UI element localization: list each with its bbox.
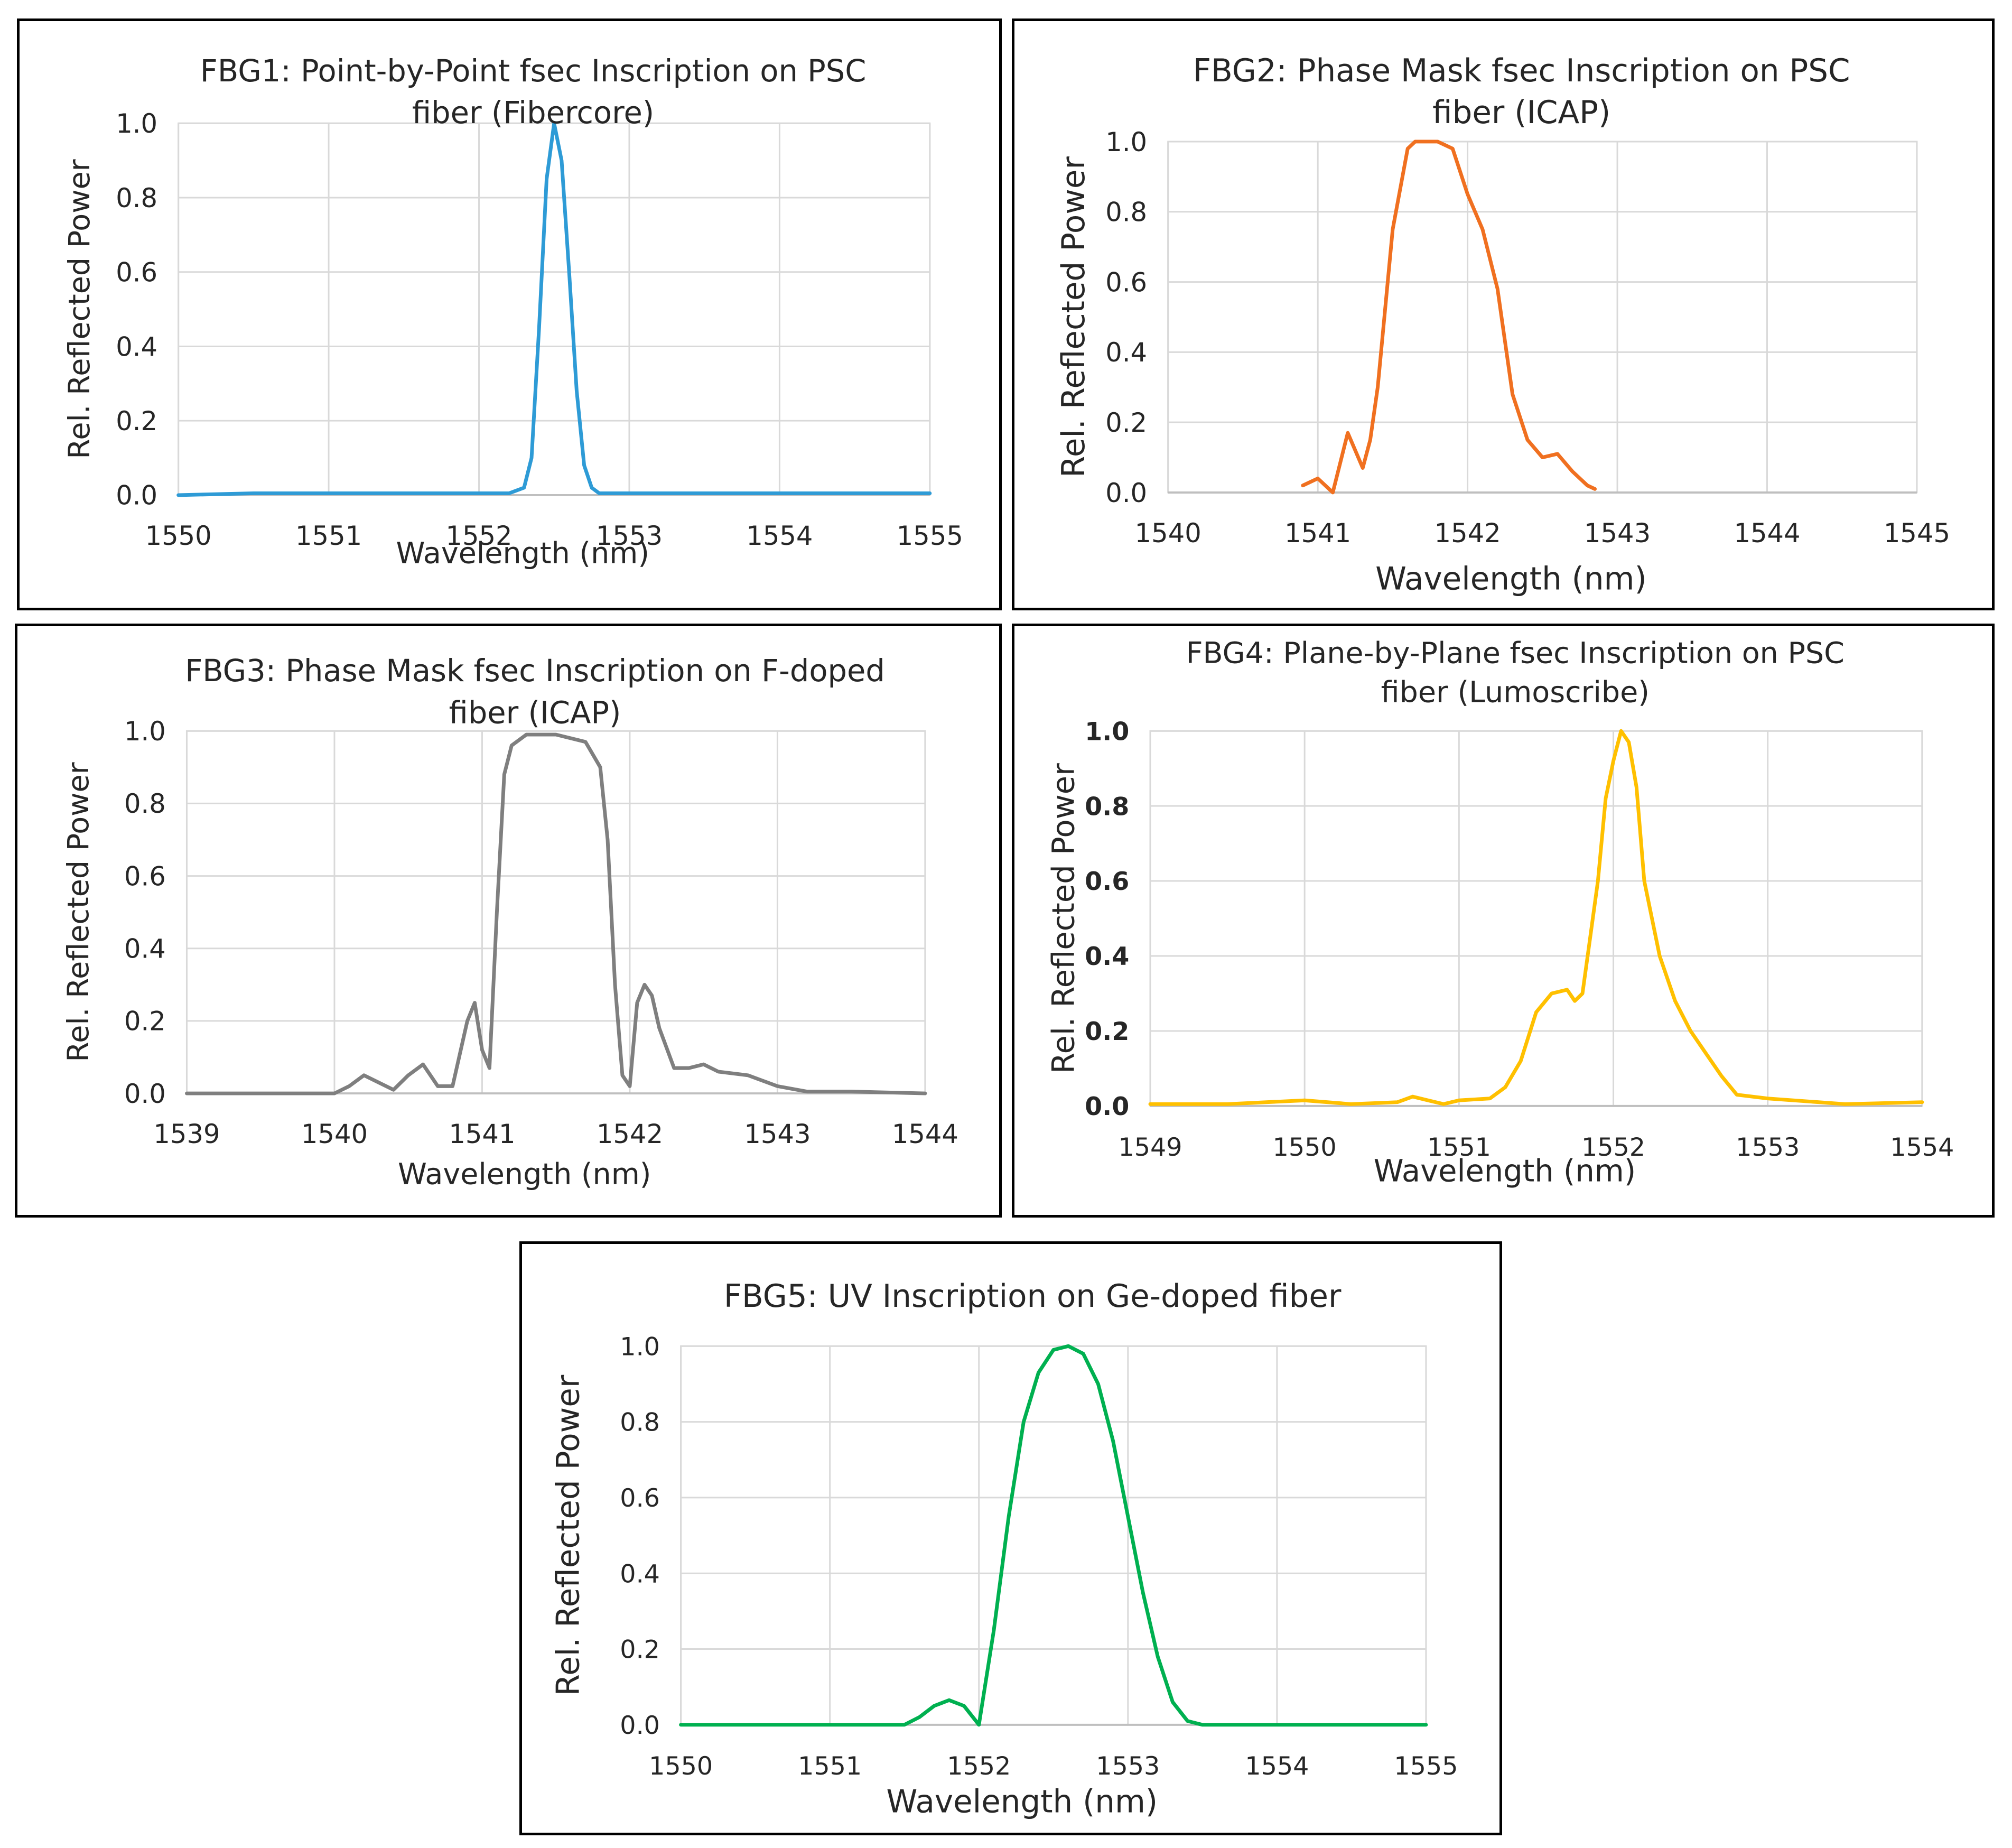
chart-title: FBG3: Phase Mask fsec Inscription on F-d…	[185, 653, 885, 689]
chart-title: fiber (ICAP)	[1432, 95, 1610, 131]
y-tick-label: 1.0	[1105, 127, 1147, 157]
x-tick-label: 1551	[295, 521, 362, 551]
x-tick-label: 1554	[1890, 1133, 1954, 1162]
chart-title: fiber (Fibercore)	[412, 95, 654, 131]
y-tick-label: 0.4	[1085, 942, 1129, 971]
x-tick-label: 1540	[301, 1119, 368, 1149]
x-tick-label: 1545	[1884, 518, 1950, 549]
y-axis-label: Rel. Reflected Power	[62, 159, 97, 459]
x-tick-label: 1552	[445, 521, 512, 551]
chart-fbg2: 0.0 0.2 0.4 0.6 0.8 1.0 1540 1541 1542 1543 1544 15…	[1056, 53, 1950, 597]
chart-title: fiber (ICAP)	[449, 695, 621, 730]
x-tick-label: 1550	[1273, 1133, 1337, 1162]
chart-title: FBG4: Plane-by-Plane fsec Inscription on…	[1186, 636, 1845, 670]
x-tick-label: 1554	[1245, 1752, 1309, 1781]
y-tick-label: 0.6	[1085, 867, 1129, 896]
y-axis-label: Rel. Reflected Power	[550, 1375, 586, 1696]
x-axis-label: Wavelength (nm)	[398, 1157, 651, 1192]
y-tick-label: 0.6	[1105, 267, 1147, 298]
chart-panel-fbg5: 0.0 0.2 0.4 0.6 0.8 1.0 1550 1551 1552 1553 1554 15…	[519, 1241, 1502, 1835]
y-tick-label: 0.4	[620, 1559, 660, 1589]
x-tick-label: 1550	[649, 1752, 713, 1781]
chart-title: FBG2: Phase Mask fsec Inscription on PSC	[1193, 53, 1850, 89]
x-tick-label: 1544	[892, 1119, 958, 1149]
y-tick-label: 0.6	[116, 257, 157, 288]
series-line-fbg5	[679, 1344, 1428, 1727]
y-tick-label: 1.0	[1085, 717, 1129, 746]
chart-fbg1: 0.0 0.2 0.4 0.6 0.8 1.0 1550 1551 1552 1553 1554 15…	[62, 53, 963, 571]
y-tick-label: 0.0	[1105, 478, 1147, 508]
chart-panel-fbg2: 0.0 0.2 0.4 0.6 0.8 1.0 1540 1541 1542 1543 1544 15…	[1012, 18, 1995, 610]
plot-area	[1149, 730, 1923, 1107]
x-tick-label: 1552	[947, 1752, 1011, 1781]
x-tick-label: 1544	[1734, 518, 1800, 549]
y-tick-label: 0.8	[1105, 197, 1147, 228]
y-tick-label: 0.2	[1085, 1017, 1129, 1046]
y-tick-label: 0.4	[124, 934, 166, 964]
x-tick-label: 1555	[897, 521, 963, 551]
x-tick-label: 1555	[1394, 1752, 1458, 1781]
y-tick-label: 0.2	[116, 406, 157, 437]
y-tick-label: 0.2	[1105, 407, 1147, 438]
plot-area	[185, 730, 926, 1094]
x-tick-label: 1553	[1096, 1752, 1160, 1781]
y-tick-label: 0.8	[124, 788, 166, 819]
x-tick-label: 1542	[1435, 518, 1501, 549]
chart-panel-fbg4: 0.0 0.2 0.4 0.6 0.8 1.0 1549 1550 1551 1552 1553 15…	[1012, 624, 1995, 1218]
y-tick-label: 0.8	[1085, 792, 1129, 821]
y-tick-label: 1.0	[124, 716, 166, 747]
chart-panel-fbg3: 0.0 0.2 0.4 0.6 0.8 1.0 1539 1540 1541 1542 1543 15…	[15, 624, 1002, 1218]
y-axis-label: Rel. Reflected Power	[61, 762, 96, 1062]
y-axis-label: Rel. Reflected Power	[1056, 156, 1092, 478]
y-tick-label: 1.0	[116, 108, 157, 139]
y-tick-label: 0.4	[116, 331, 157, 362]
y-tick-label: 0.6	[620, 1484, 660, 1513]
series-line-fbg2	[1301, 140, 1597, 495]
x-axis-label: Wavelength (nm)	[1374, 1154, 1636, 1189]
plot-area	[1167, 141, 1918, 494]
y-tick-label: 0.2	[620, 1636, 660, 1665]
y-axis-label: Rel. Reflected Power	[1046, 763, 1081, 1074]
x-tick-label: 1553	[1736, 1133, 1800, 1162]
series-line-fbg3	[184, 732, 927, 1095]
y-tick-label: 0.8	[620, 1408, 660, 1437]
x-tick-label: 1554	[746, 521, 813, 551]
x-tick-label: 1542	[597, 1119, 663, 1149]
x-tick-label: 1539	[153, 1119, 220, 1149]
x-tick-label: 1543	[1584, 518, 1651, 549]
x-tick-label: 1551	[1427, 1133, 1491, 1162]
x-tick-label: 1541	[449, 1119, 515, 1149]
y-tick-label: 1.0	[620, 1332, 660, 1361]
plot-area	[178, 122, 931, 496]
chart-fbg3: 0.0 0.2 0.4 0.6 0.8 1.0 1539 1540 1541 1542 1543 15…	[61, 653, 958, 1192]
series-line-fbg1	[176, 121, 932, 497]
x-tick-label: 1540	[1135, 518, 1201, 549]
y-tick-label: 0.8	[116, 183, 157, 213]
y-tick-label: 0.0	[116, 480, 157, 511]
chart-title: FBG5: UV Inscription on Ge-doped fiber	[724, 1278, 1342, 1315]
x-tick-label: 1541	[1284, 518, 1351, 549]
chart-title: fiber (Lumoscribe)	[1381, 675, 1650, 710]
y-tick-label: 0.0	[1085, 1092, 1129, 1121]
x-tick-label: 1553	[596, 521, 663, 551]
chart-title: FBG1: Point-by-Point fsec Inscription on…	[200, 53, 867, 89]
x-axis-label: Wavelength (nm)	[1375, 561, 1647, 597]
x-tick-label: 1552	[1581, 1133, 1645, 1162]
plot-area	[680, 1345, 1427, 1726]
y-tick-label: 0.4	[1105, 337, 1147, 368]
chart-fbg4: 0.0 0.2 0.4 0.6 0.8 1.0 1549 1550 1551 1552 1553 15…	[1046, 636, 1954, 1189]
x-axis-label: Wavelength (nm)	[396, 536, 649, 571]
y-tick-label: 0.0	[124, 1079, 166, 1109]
chart-fbg5: 0.0 0.2 0.4 0.6 0.8 1.0 1550 1551 1552 1553 1554 15…	[550, 1278, 1458, 1820]
x-tick-label: 1549	[1118, 1133, 1182, 1162]
y-tick-label: 0.6	[124, 861, 166, 892]
x-tick-label: 1550	[145, 521, 212, 551]
chart-panel-fbg1: 0.0 0.2 0.4 0.6 0.8 1.0 1550 1551 1552 1553 1554 15…	[17, 18, 1002, 610]
x-axis-label: Wavelength (nm)	[887, 1784, 1158, 1820]
series-line-fbg4	[1148, 729, 1924, 1106]
x-tick-label: 1551	[798, 1752, 862, 1781]
x-tick-label: 1543	[744, 1119, 811, 1149]
y-tick-label: 0.0	[620, 1711, 660, 1740]
y-tick-label: 0.2	[124, 1006, 166, 1037]
